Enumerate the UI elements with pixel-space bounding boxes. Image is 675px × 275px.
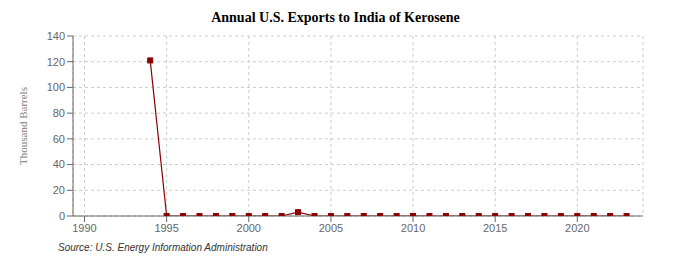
svg-text:100: 100 <box>47 81 65 93</box>
svg-text:20: 20 <box>53 184 65 196</box>
svg-text:2000: 2000 <box>237 222 261 234</box>
svg-text:2020: 2020 <box>565 222 589 234</box>
svg-text:2005: 2005 <box>319 222 343 234</box>
svg-text:1990: 1990 <box>72 222 96 234</box>
svg-text:0: 0 <box>59 210 65 222</box>
svg-text:40: 40 <box>53 158 65 170</box>
svg-text:120: 120 <box>47 56 65 68</box>
svg-text:Thousand Barrels: Thousand Barrels <box>17 87 29 165</box>
svg-text:60: 60 <box>53 133 65 145</box>
html-text:Annual U.S. Exports to India o: Annual U.S. Exports to India of Kerosene <box>211 10 460 25</box>
svg-text:2010: 2010 <box>401 222 425 234</box>
svg-text:1995: 1995 <box>154 222 178 234</box>
svg-text:80: 80 <box>53 107 65 119</box>
svg-text:140: 140 <box>47 30 65 42</box>
html-text:Source: U.S. Energy Informatio: Source: U.S. Energy Information Administ… <box>58 242 268 253</box>
svg-text:2015: 2015 <box>483 222 507 234</box>
